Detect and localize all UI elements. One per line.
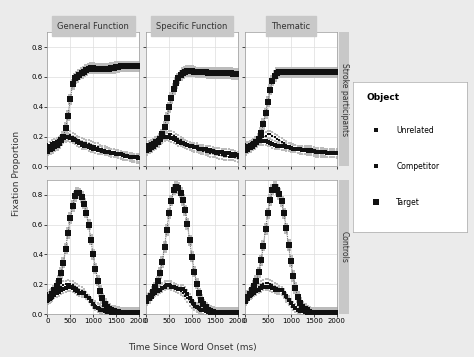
Text: Target: Target — [396, 197, 420, 207]
Text: Time Since Word Onset (ms): Time Since Word Onset (ms) — [128, 343, 256, 352]
Text: Controls: Controls — [340, 231, 348, 263]
Text: Competitor: Competitor — [396, 162, 439, 171]
Text: Stroke participants: Stroke participants — [340, 63, 348, 136]
Title: General Function: General Function — [57, 22, 129, 31]
Text: Unrelated: Unrelated — [396, 126, 434, 135]
Title: Specific Function: Specific Function — [156, 22, 228, 31]
Text: Object: Object — [367, 92, 400, 102]
Title: Thematic: Thematic — [271, 22, 310, 31]
Text: Fixation Proportion: Fixation Proportion — [12, 131, 21, 216]
